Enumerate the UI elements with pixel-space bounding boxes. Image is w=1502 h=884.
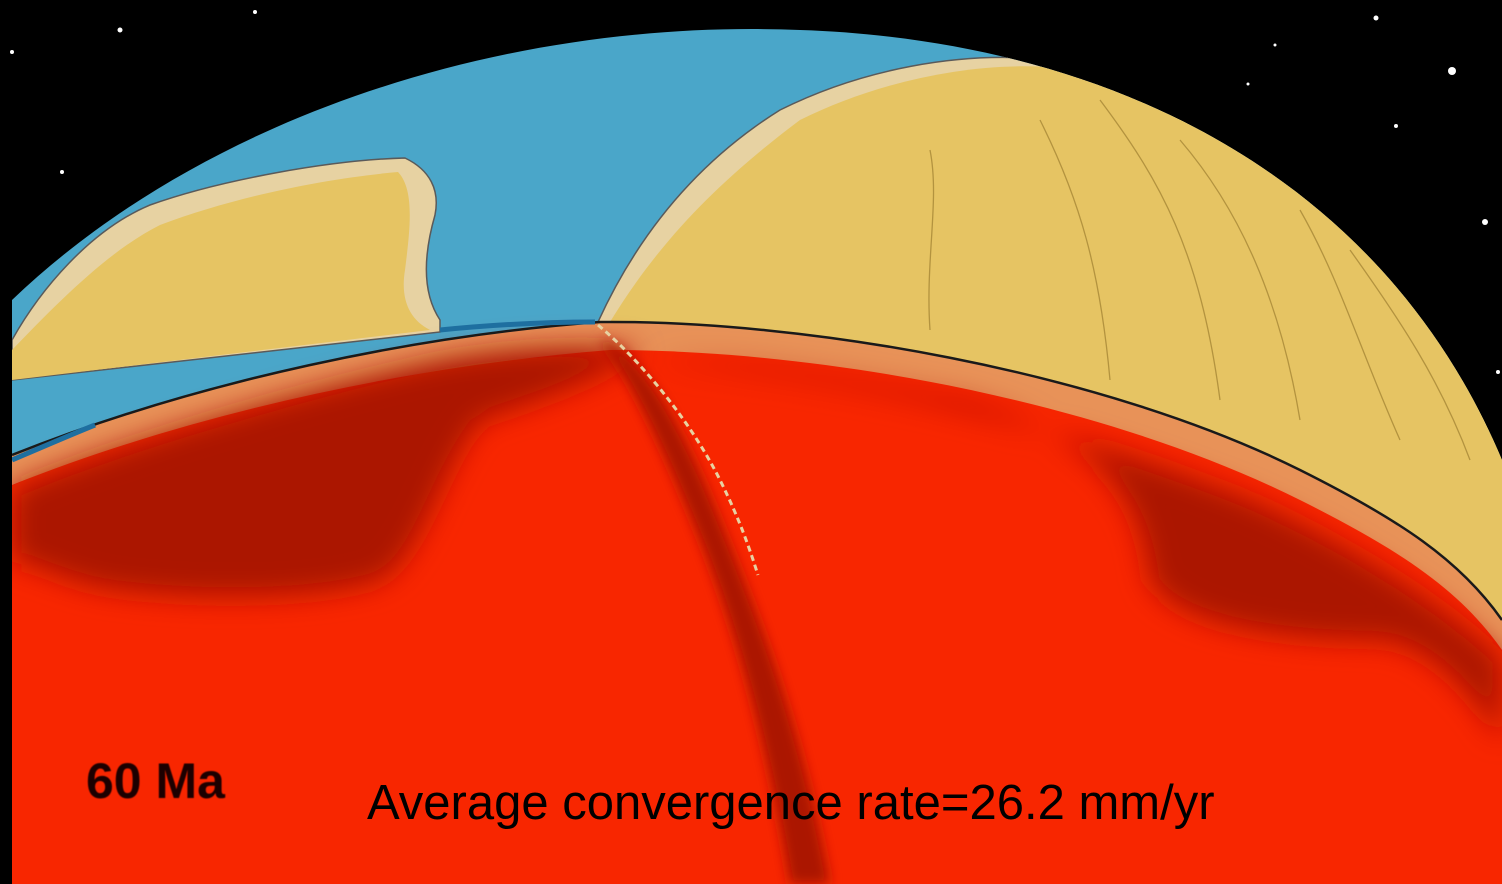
age-label: 60 Ma — [86, 753, 225, 809]
star — [1394, 124, 1398, 128]
star — [1246, 82, 1250, 86]
cold-slabs — [12, 340, 1502, 884]
star — [1273, 43, 1277, 47]
star — [1482, 219, 1488, 225]
stars — [10, 10, 1500, 374]
left-continent-interior — [12, 172, 430, 380]
star — [10, 50, 14, 54]
star — [60, 170, 64, 174]
surface-outline — [12, 320, 1502, 621]
subduction-seam — [597, 323, 760, 576]
star — [1496, 370, 1500, 374]
star — [117, 27, 123, 33]
convergence-rate-label: Average convergence rate=26.2 mm/yr — [367, 776, 1215, 830]
star — [1373, 15, 1379, 21]
continent-contours — [928, 99, 1471, 461]
mid-ocean-segment — [439, 319, 596, 333]
left-ocean-segment — [12, 422, 96, 463]
star — [1448, 67, 1456, 75]
star — [253, 10, 257, 14]
